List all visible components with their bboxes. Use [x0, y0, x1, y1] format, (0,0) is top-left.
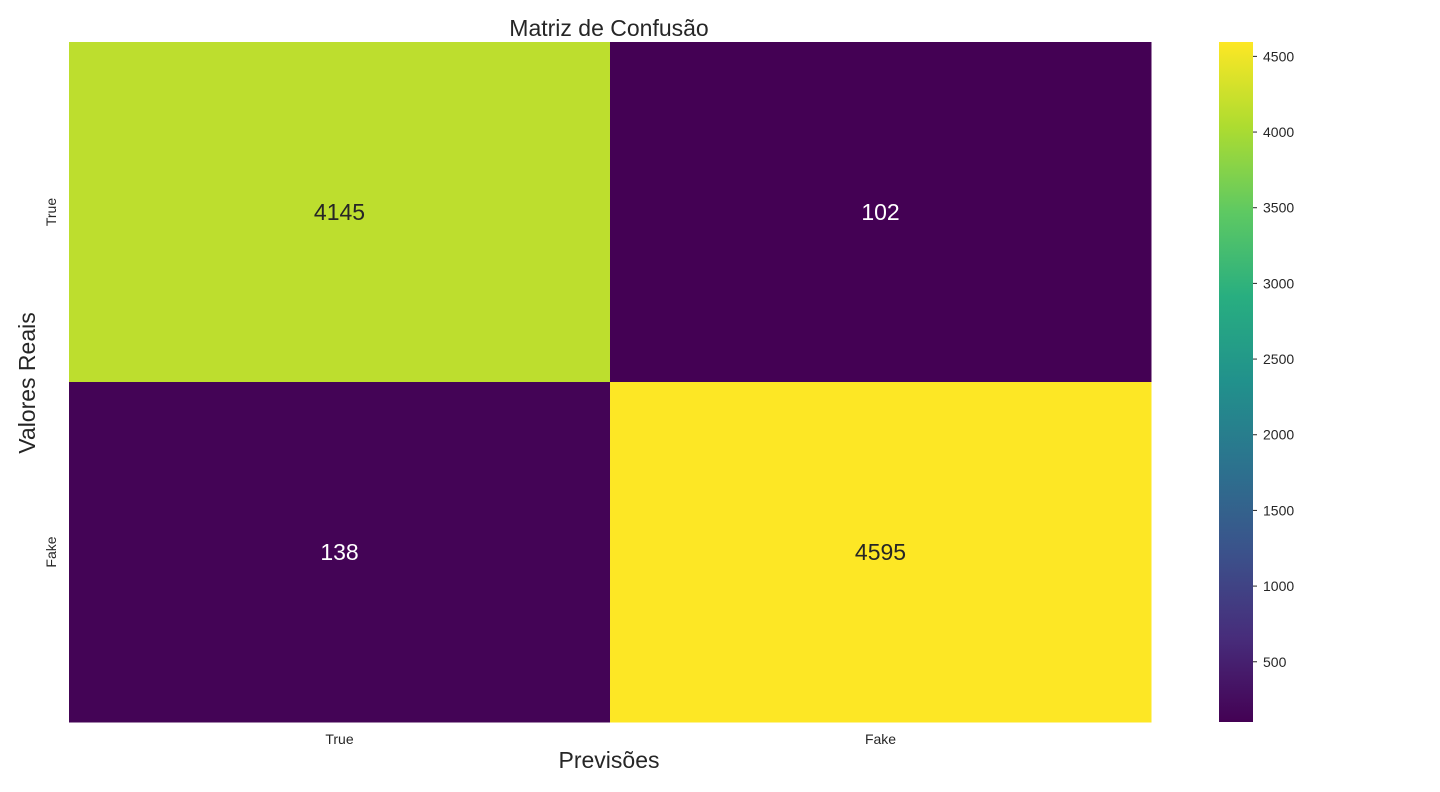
cell-value-label: 138	[320, 539, 358, 565]
x-tick-label: Fake	[865, 731, 896, 747]
colorbar-tick-label: 2000	[1263, 427, 1294, 443]
heatmap-cell	[69, 42, 611, 383]
colorbar-gradient	[1219, 42, 1253, 722]
colorbar-tick-label: 3500	[1263, 200, 1294, 216]
chart-title: Matriz de Confusão	[509, 15, 708, 41]
colorbar: 500 1000 1500 2000 2500 3000 3500 4000 4500	[1219, 42, 1294, 722]
heatmap-cells: 4145 102 138 4595	[69, 42, 1152, 723]
y-tick-label: True	[43, 198, 59, 226]
colorbar-tick-label: 2500	[1263, 351, 1294, 367]
colorbar-tick-label: 500	[1263, 654, 1287, 670]
x-tick-label: True	[325, 731, 353, 747]
y-tick-label: Fake	[43, 536, 59, 567]
y-axis-label: Valores Reais	[14, 312, 40, 453]
cell-value-label: 4145	[314, 199, 365, 225]
colorbar-tick-label: 3000	[1263, 275, 1294, 291]
cell-value-label: 102	[861, 199, 899, 225]
heatmap-cell	[610, 382, 1152, 723]
colorbar-tick-label: 1000	[1263, 578, 1294, 594]
colorbar-tick-label: 4500	[1263, 48, 1294, 64]
cell-value-label: 4595	[855, 539, 906, 565]
heatmap-cell	[610, 42, 1152, 383]
x-axis-ticks: True Fake	[325, 731, 896, 747]
x-axis-label: Previsões	[559, 747, 660, 773]
colorbar-tick-label: 1500	[1263, 502, 1294, 518]
y-axis-ticks: True Fake	[43, 198, 59, 568]
colorbar-ticks: 500 1000 1500 2000 2500 3000 3500 4000 4500	[1253, 48, 1294, 670]
colorbar-tick-label: 4000	[1263, 124, 1294, 140]
heatmap-cell	[69, 382, 611, 723]
